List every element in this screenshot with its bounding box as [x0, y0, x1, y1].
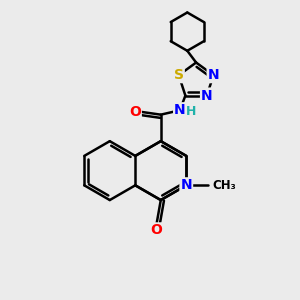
Text: N: N	[208, 68, 219, 82]
Text: N: N	[174, 103, 186, 117]
Text: H: H	[186, 105, 196, 118]
Text: S: S	[174, 68, 184, 82]
Text: O: O	[150, 224, 162, 237]
Text: N: N	[201, 88, 213, 103]
Text: N: N	[181, 178, 192, 192]
Text: CH₃: CH₃	[212, 179, 236, 192]
Text: O: O	[129, 105, 141, 119]
